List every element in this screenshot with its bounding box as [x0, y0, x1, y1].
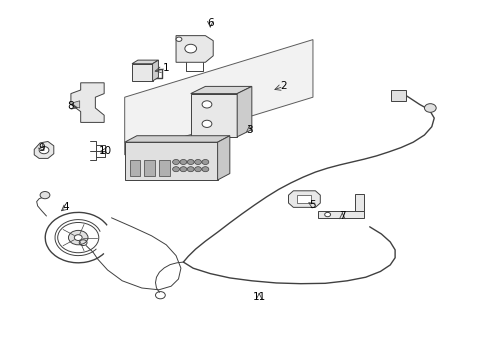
Polygon shape: [237, 86, 251, 137]
Circle shape: [194, 167, 201, 172]
Polygon shape: [190, 86, 251, 94]
Circle shape: [180, 159, 186, 165]
Text: 9: 9: [38, 143, 45, 153]
Circle shape: [202, 167, 208, 172]
Text: 5: 5: [309, 200, 316, 210]
Text: 4: 4: [62, 202, 69, 212]
Circle shape: [187, 167, 194, 172]
Circle shape: [324, 212, 330, 217]
Polygon shape: [317, 211, 364, 218]
Polygon shape: [390, 90, 405, 101]
Circle shape: [40, 192, 50, 199]
Polygon shape: [217, 136, 229, 180]
Polygon shape: [124, 136, 229, 142]
Circle shape: [172, 159, 179, 165]
Circle shape: [202, 159, 208, 165]
Circle shape: [187, 159, 194, 165]
Polygon shape: [176, 36, 213, 62]
Text: 6: 6: [206, 18, 213, 28]
Polygon shape: [71, 83, 104, 122]
Polygon shape: [354, 194, 364, 211]
Text: 3: 3: [245, 125, 252, 135]
Polygon shape: [190, 94, 237, 137]
Polygon shape: [124, 40, 312, 155]
Text: 10: 10: [99, 146, 111, 156]
Polygon shape: [144, 160, 155, 176]
Circle shape: [74, 235, 82, 240]
Text: 1: 1: [163, 63, 169, 73]
Polygon shape: [73, 101, 80, 108]
Circle shape: [202, 101, 211, 108]
Polygon shape: [34, 141, 54, 158]
Circle shape: [180, 167, 186, 172]
Polygon shape: [288, 191, 320, 207]
Polygon shape: [129, 160, 140, 176]
Circle shape: [176, 37, 182, 41]
Polygon shape: [159, 160, 169, 176]
Text: 8: 8: [67, 101, 74, 111]
Circle shape: [39, 147, 49, 154]
Circle shape: [184, 44, 196, 53]
Polygon shape: [297, 195, 311, 203]
Circle shape: [68, 230, 88, 245]
Text: 11: 11: [252, 292, 265, 302]
Polygon shape: [132, 60, 158, 64]
Polygon shape: [132, 64, 152, 81]
Circle shape: [202, 120, 211, 127]
Circle shape: [424, 104, 435, 112]
Circle shape: [172, 167, 179, 172]
Polygon shape: [124, 142, 217, 180]
Text: 2: 2: [280, 81, 286, 91]
Text: 7: 7: [338, 211, 345, 221]
Polygon shape: [152, 60, 158, 81]
Circle shape: [194, 159, 201, 165]
